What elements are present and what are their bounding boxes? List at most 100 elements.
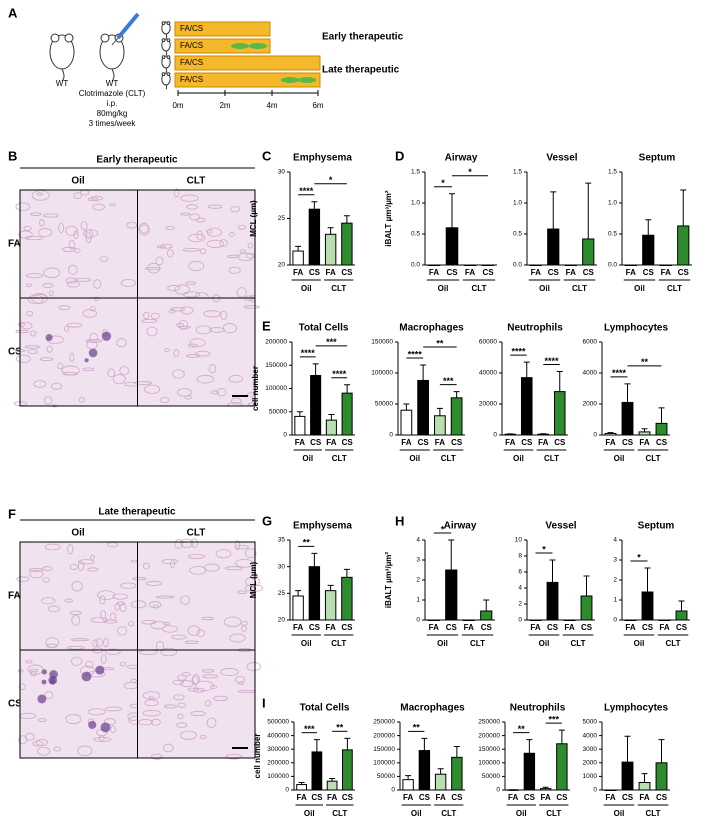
error-bar — [641, 773, 648, 783]
tissue-texture — [50, 382, 63, 390]
tissue-texture — [195, 217, 206, 223]
mouse-label: WT — [106, 79, 119, 88]
bar — [539, 788, 552, 791]
x-tick-label: FA — [327, 793, 337, 802]
tissue-texture — [120, 278, 137, 287]
mouse-icon — [161, 21, 171, 35]
tissue-texture — [41, 597, 56, 605]
x-tick-label: CS — [583, 268, 595, 277]
significance-label: *** — [443, 376, 454, 386]
x-tick-label: FA — [541, 793, 551, 802]
tissue-texture — [65, 225, 78, 236]
tissue-texture — [244, 584, 264, 592]
tissue-texture — [150, 620, 166, 630]
mouse-ear — [50, 33, 60, 43]
chart-title: Total Cells — [300, 703, 350, 714]
tissue-texture — [37, 746, 51, 756]
bar — [604, 432, 617, 436]
tissue-texture — [180, 538, 194, 548]
error-bar — [449, 193, 455, 228]
column-label: CLT — [187, 528, 206, 539]
exposure-bar — [174, 21, 271, 37]
group-label: Oil — [304, 809, 315, 818]
error-bar — [311, 201, 318, 210]
bar — [642, 234, 655, 266]
tissue-texture — [234, 676, 245, 684]
error-bar — [550, 191, 557, 230]
x-tick-label: FA — [429, 268, 439, 277]
panel-letter: C — [262, 148, 272, 163]
bar — [445, 227, 459, 266]
x-tick-label: CS — [342, 793, 354, 802]
tissue-texture — [240, 620, 248, 626]
tissue-texture — [43, 213, 59, 218]
tissue-texture — [247, 242, 253, 249]
tissue-texture — [69, 610, 82, 616]
tissue-texture — [180, 595, 191, 605]
x-tick-label: CS — [481, 623, 493, 632]
infiltrate — [84, 358, 89, 363]
tissue-texture — [206, 717, 217, 729]
chart-title: Septum — [639, 153, 676, 164]
group-label: Oil — [411, 809, 422, 818]
x-tick-label: CS — [341, 623, 353, 632]
x-tick-label: FA — [297, 793, 307, 802]
mouse-ear — [161, 55, 166, 59]
y-tick-label: 1.5 — [513, 169, 522, 176]
tissue-texture — [208, 364, 217, 374]
tissue-texture — [80, 221, 88, 231]
y-tick-label: 2 — [613, 577, 617, 584]
bar — [675, 610, 688, 621]
significance-label: * — [329, 175, 333, 185]
bar — [325, 419, 337, 436]
tissue-texture — [244, 548, 257, 559]
y-axis-label: iBALT µm³/µm² — [384, 190, 393, 247]
significance-label: ** — [641, 357, 649, 367]
chart-title: Emphysema — [293, 521, 352, 532]
bar — [641, 591, 654, 621]
tissue-texture — [33, 380, 47, 388]
tissue-texture — [189, 213, 200, 221]
x-tick-label: FA — [659, 623, 669, 632]
y-tick-label: 6000 — [583, 339, 598, 346]
y-tick-label: 1.0 — [411, 200, 420, 207]
panel-letter: H — [395, 513, 404, 528]
x-tick-label: CS — [548, 268, 560, 277]
error-bar — [483, 599, 490, 611]
infiltrate — [45, 334, 53, 342]
tissue-texture — [202, 674, 219, 679]
tissue-texture — [44, 396, 53, 405]
error-bar — [523, 361, 530, 378]
tissue-texture — [201, 616, 215, 621]
infiltrate — [101, 331, 112, 341]
tissue-texture — [208, 327, 225, 333]
bar — [418, 750, 431, 791]
infiltrate — [81, 671, 92, 682]
tissue-texture — [153, 604, 160, 609]
x-tick-label: FA — [326, 623, 336, 632]
tissue-texture — [18, 669, 24, 673]
tissue-texture — [139, 222, 149, 234]
x-tick-label: CS — [342, 438, 354, 447]
y-tick-label: 50000 — [377, 773, 395, 780]
bar — [296, 784, 308, 791]
tissue-texture — [206, 239, 225, 248]
tissue-texture — [141, 619, 157, 625]
y-tick-label: 5000 — [583, 719, 598, 726]
tissue-texture — [209, 684, 217, 689]
bar — [655, 762, 668, 791]
chart-title: Airway — [444, 521, 477, 532]
infiltrate — [37, 694, 47, 704]
tissue-texture — [195, 325, 212, 335]
exposure-bar — [174, 72, 321, 88]
tissue-texture — [93, 737, 112, 742]
x-tick-label: FA — [566, 268, 576, 277]
x-tick-label: CS — [309, 268, 321, 277]
tissue-texture — [169, 309, 176, 314]
mouse-tail — [165, 67, 168, 73]
significance-label: * — [637, 552, 641, 562]
tissue-texture — [156, 245, 167, 249]
tissue-texture — [180, 680, 195, 688]
tissue-texture — [82, 309, 97, 318]
y-tick-label: 2000 — [583, 401, 598, 408]
